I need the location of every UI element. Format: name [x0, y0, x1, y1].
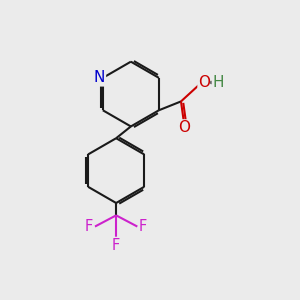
Text: F: F: [139, 219, 147, 234]
Text: F: F: [112, 238, 120, 253]
Text: H: H: [213, 75, 224, 90]
Text: O: O: [199, 75, 211, 90]
Text: F: F: [85, 219, 93, 234]
Text: N: N: [94, 70, 105, 86]
Text: O: O: [178, 120, 190, 135]
